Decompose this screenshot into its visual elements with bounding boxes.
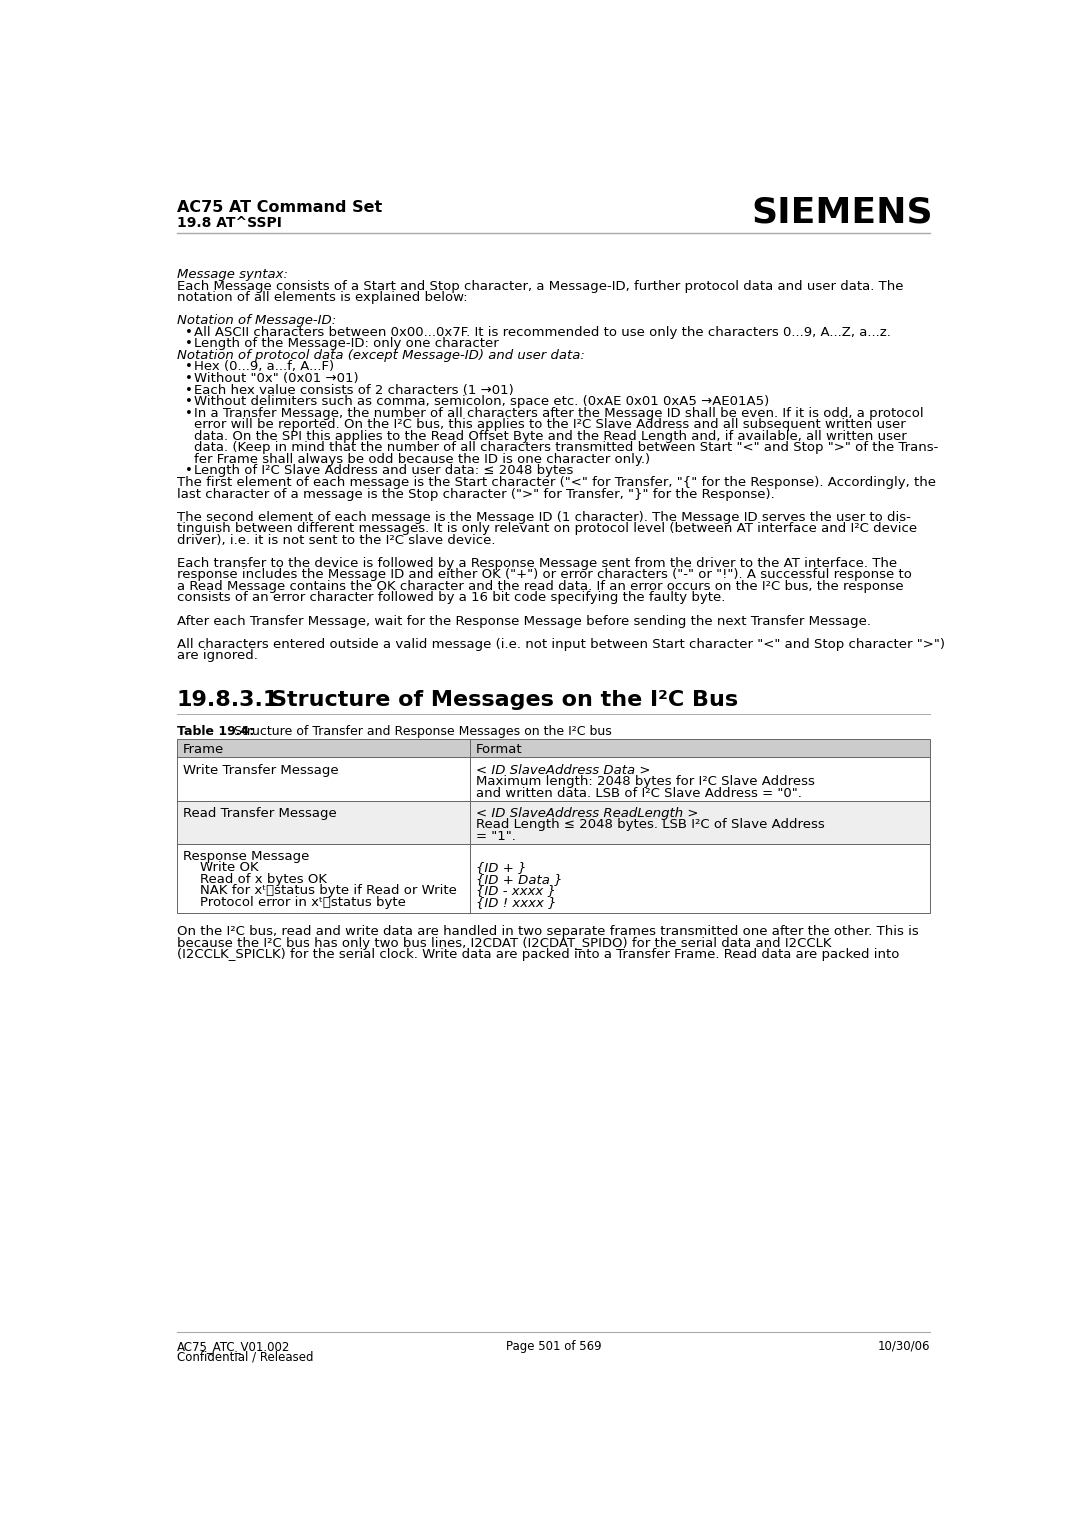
Text: SIEMENS: SIEMENS [752, 196, 933, 229]
Text: Confidential / Released: Confidential / Released [177, 1351, 313, 1363]
Text: Notation of Message-ID:: Notation of Message-ID: [177, 315, 336, 327]
Bar [177, 801, 930, 843]
Text: Length of I²C Slave Address and user data: ≤ 2048 bytes: Length of I²C Slave Address and user dat… [194, 465, 573, 477]
Text: Each Message consists of a Start and Stop character, a Message-ID, further proto: Each Message consists of a Start and Sto… [177, 280, 903, 292]
Text: Without delimiters such as comma, semicolon, space etc. (0xAE 0x01 0xA5 →AE01A5): Without delimiters such as comma, semico… [194, 396, 769, 408]
Text: Protocol error in xᵗ˾status byte: Protocol error in xᵗ˾status byte [183, 895, 406, 909]
Text: Response Message: Response Message [183, 850, 310, 863]
Bar [177, 740, 930, 758]
Text: Read of x bytes OK: Read of x bytes OK [183, 872, 327, 886]
Text: Each hex value consists of 2 characters (1 →01): Each hex value consists of 2 characters … [194, 384, 514, 397]
Text: •: • [185, 325, 192, 339]
Text: Frame: Frame [183, 743, 225, 756]
Text: All ASCII characters between 0x00...0x7F. It is recommended to use only the char: All ASCII characters between 0x00...0x7F… [194, 325, 891, 339]
Text: 19.8 AT^SSPI: 19.8 AT^SSPI [177, 217, 282, 231]
Text: Table 19.4:: Table 19.4: [177, 726, 254, 738]
Text: Hex (0...9, a...f, A...F): Hex (0...9, a...f, A...F) [194, 361, 334, 373]
Text: are ignored.: are ignored. [177, 649, 258, 662]
Text: fer Frame shall always be odd because the ID is one character only.): fer Frame shall always be odd because th… [194, 452, 650, 466]
Text: Maximum length: 2048 bytes for I²C Slave Address: Maximum length: 2048 bytes for I²C Slave… [476, 775, 815, 788]
Text: •: • [185, 465, 192, 477]
Text: All characters entered outside a valid message (i.e. not input between Start cha: All characters entered outside a valid m… [177, 637, 945, 651]
Text: Length of the Message-ID: only one character: Length of the Message-ID: only one chara… [194, 338, 499, 350]
Text: Notation of protocol data (except Message-ID) and user data:: Notation of protocol data (except Messag… [177, 348, 584, 362]
Text: •: • [185, 396, 192, 408]
Text: {ID + Data }: {ID + Data } [476, 872, 563, 886]
Text: tinguish between different messages. It is only relevant on protocol level (betw: tinguish between different messages. It … [177, 523, 917, 535]
Text: last character of a message is the Stop character (">" for Transfer, "}" for the: last character of a message is the Stop … [177, 487, 774, 501]
Text: •: • [185, 361, 192, 373]
Text: Structure of Messages on the I²C Bus: Structure of Messages on the I²C Bus [271, 689, 738, 709]
Text: Each transfer to the device is followed by a Response Message sent from the driv: Each transfer to the device is followed … [177, 556, 897, 570]
Text: 19.8.3.1: 19.8.3.1 [177, 689, 280, 709]
Text: response includes the Message ID and either OK ("+") or error characters ("-" or: response includes the Message ID and eit… [177, 568, 912, 581]
Text: Without "0x" (0x01 →01): Without "0x" (0x01 →01) [194, 371, 359, 385]
Text: error will be reported. On the I²C bus, this applies to the I²C Slave Address an: error will be reported. On the I²C bus, … [194, 419, 906, 431]
Text: •: • [185, 406, 192, 420]
Text: data. (Keep in mind that the number of all characters transmitted between Start : data. (Keep in mind that the number of a… [194, 442, 939, 454]
Text: = "1".: = "1". [476, 830, 516, 843]
Bar [177, 843, 930, 912]
Text: Write OK: Write OK [183, 862, 259, 874]
Text: In a Transfer Message, the number of all characters after the Message ID shall b: In a Transfer Message, the number of all… [194, 406, 923, 420]
Text: consists of an error character followed by a 16 bit code specifying the faulty b: consists of an error character followed … [177, 591, 726, 605]
Text: (I2CCLK_SPICLK) for the serial clock. Write data are packed into a Transfer Fram: (I2CCLK_SPICLK) for the serial clock. Wr… [177, 949, 900, 961]
Text: notation of all elements is explained below:: notation of all elements is explained be… [177, 292, 468, 304]
Text: Write Transfer Message: Write Transfer Message [183, 764, 339, 776]
Text: The second element of each message is the Message ID (1 character). The Message : The second element of each message is th… [177, 510, 910, 524]
Text: 10/30/06: 10/30/06 [878, 1340, 930, 1352]
Text: {ID + }: {ID + } [476, 862, 527, 874]
Text: AC75_ATC_V01.002: AC75_ATC_V01.002 [177, 1340, 291, 1352]
Text: AC75 AT Command Set: AC75 AT Command Set [177, 200, 382, 215]
Text: NAK for xᵗ˾status byte if Read or Write: NAK for xᵗ˾status byte if Read or Write [183, 885, 457, 897]
Text: Format: Format [476, 743, 523, 756]
Text: •: • [185, 338, 192, 350]
Text: data. On the SPI this applies to the Read Offset Byte and the Read Length and, i: data. On the SPI this applies to the Rea… [194, 429, 906, 443]
Text: a Read Message contains the OK character and the read data. If an error occurs o: a Read Message contains the OK character… [177, 581, 904, 593]
Text: Read Length ≤ 2048 bytes. LSB I²C of Slave Address: Read Length ≤ 2048 bytes. LSB I²C of Sla… [476, 817, 825, 831]
Text: driver), i.e. it is not sent to the I²C slave device.: driver), i.e. it is not sent to the I²C … [177, 533, 496, 547]
Text: and written data. LSB of I²C Slave Address = "0".: and written data. LSB of I²C Slave Addre… [476, 787, 801, 799]
Text: because the I²C bus has only two bus lines, I2CDAT (I2CDAT_SPIDO) for the serial: because the I²C bus has only two bus lin… [177, 937, 832, 950]
Text: After each Transfer Message, wait for the Response Message before sending the ne: After each Transfer Message, wait for th… [177, 614, 870, 628]
Text: The first element of each message is the Start character ("<" for Transfer, "{" : The first element of each message is the… [177, 475, 936, 489]
Text: Structure of Transfer and Response Messages on the I²C bus: Structure of Transfer and Response Messa… [227, 726, 612, 738]
Text: •: • [185, 371, 192, 385]
Text: < ID SlaveAddress ReadLength >: < ID SlaveAddress ReadLength > [476, 807, 699, 819]
Text: Message syntax:: Message syntax: [177, 267, 288, 281]
Text: Read Transfer Message: Read Transfer Message [183, 807, 337, 819]
Text: {ID ! xxxx }: {ID ! xxxx } [476, 895, 556, 909]
Text: {ID - xxxx }: {ID - xxxx } [476, 885, 556, 897]
Text: •: • [185, 384, 192, 397]
Bar [177, 758, 930, 801]
Text: On the I²C bus, read and write data are handled in two separate frames transmitt: On the I²C bus, read and write data are … [177, 926, 919, 938]
Text: < ID SlaveAddress Data >: < ID SlaveAddress Data > [476, 764, 650, 776]
Text: Page 501 of 569: Page 501 of 569 [505, 1340, 602, 1352]
